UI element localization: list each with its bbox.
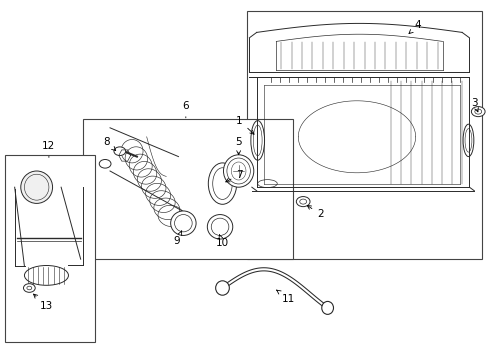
Text: 6: 6 xyxy=(182,101,189,118)
Ellipse shape xyxy=(208,163,236,204)
Ellipse shape xyxy=(20,171,53,203)
Text: 11: 11 xyxy=(276,290,295,304)
Ellipse shape xyxy=(24,266,68,285)
Text: 9: 9 xyxy=(173,231,182,246)
Ellipse shape xyxy=(215,281,229,295)
Text: 8: 8 xyxy=(103,137,116,150)
Ellipse shape xyxy=(207,215,232,239)
Text: 5: 5 xyxy=(235,137,242,154)
Ellipse shape xyxy=(321,301,333,314)
Bar xyxy=(246,11,481,259)
Text: 7: 7 xyxy=(225,170,243,182)
Circle shape xyxy=(296,197,309,207)
Text: 10: 10 xyxy=(216,235,228,248)
Circle shape xyxy=(470,107,484,117)
Text: 1: 1 xyxy=(236,116,253,134)
Ellipse shape xyxy=(170,211,196,235)
Bar xyxy=(5,155,95,342)
Text: 2: 2 xyxy=(306,206,323,219)
Circle shape xyxy=(23,284,35,292)
Text: 4: 4 xyxy=(408,20,421,33)
Text: 13: 13 xyxy=(34,294,53,311)
Bar xyxy=(83,119,293,259)
Circle shape xyxy=(114,147,125,156)
Ellipse shape xyxy=(223,155,253,187)
Text: 12: 12 xyxy=(42,141,56,157)
Text: 3: 3 xyxy=(470,98,477,112)
